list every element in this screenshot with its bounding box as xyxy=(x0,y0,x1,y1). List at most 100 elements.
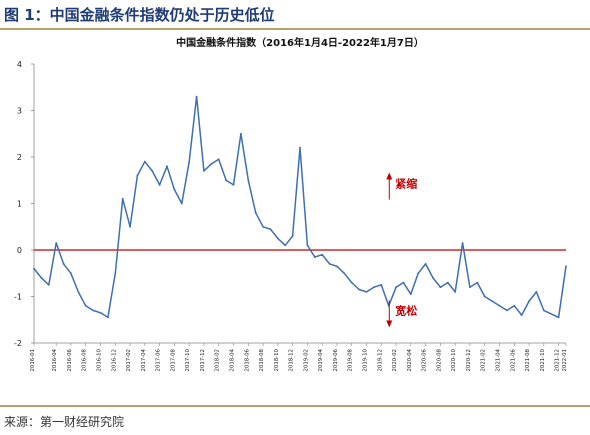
data-point xyxy=(210,163,213,165)
data-point xyxy=(439,286,442,289)
data-point xyxy=(528,300,530,302)
figure-title: 图 1：中国金融条件指数仍处于历史低位 xyxy=(4,6,275,24)
x-tick-label: 2021-02 xyxy=(481,349,487,372)
data-point xyxy=(373,286,375,289)
x-tick-label: 2021-12 xyxy=(555,349,561,372)
x-tick-label: 2017-10 xyxy=(185,348,191,371)
data-point xyxy=(476,281,479,284)
data-point xyxy=(55,242,58,244)
x-tick-label: 2020-04 xyxy=(407,348,413,371)
data-point xyxy=(446,281,449,284)
x-tick-label: 2022-01 xyxy=(562,349,568,372)
data-point xyxy=(99,311,102,314)
y-tick-label: 1 xyxy=(17,200,22,209)
data-point xyxy=(188,160,191,163)
y-tick-label: 2 xyxy=(17,153,22,162)
line-chart: 中国金融条件指数（2016年1月4日-2022年1月7日） -2 -1 0 1 2 3 4 2… xyxy=(14,36,568,372)
x-tick-label: 2021-06 xyxy=(510,348,516,371)
data-point xyxy=(306,244,309,247)
x-tick-label: 2016-06 xyxy=(67,348,73,371)
data-point xyxy=(365,291,368,293)
x-tick-label: 2017-02 xyxy=(126,349,132,372)
data-point xyxy=(284,244,287,247)
x-tick-label: 2021-04 xyxy=(496,348,502,371)
data-point xyxy=(254,211,257,214)
data-point xyxy=(232,184,235,186)
data-point xyxy=(542,309,545,312)
data-point xyxy=(40,277,43,279)
data-point xyxy=(173,188,176,191)
data-point xyxy=(498,304,501,307)
x-tick-label: 2019-10 xyxy=(363,348,369,371)
data-point xyxy=(557,316,560,319)
data-point xyxy=(313,256,316,258)
easing-arrow-head xyxy=(386,320,393,328)
x-tick-label: 2018-04 xyxy=(230,348,236,371)
x-tick-label: 2018-08 xyxy=(259,348,265,371)
data-point xyxy=(217,158,220,161)
x-tick-label: 2016-04 xyxy=(52,348,58,371)
data-point xyxy=(343,272,346,275)
x-tick-label: 2017-12 xyxy=(200,349,206,372)
data-point xyxy=(247,179,250,182)
data-point xyxy=(299,146,301,149)
series-line xyxy=(33,95,567,319)
x-tick-label: 2018-06 xyxy=(244,348,250,371)
data-point xyxy=(520,314,523,316)
data-point xyxy=(469,286,471,289)
y-tick-label: 4 xyxy=(17,60,22,69)
data-point xyxy=(166,165,168,168)
figure-footer: 来源：第一财经研究院 xyxy=(0,405,590,435)
y-tick-label: 0 xyxy=(17,246,22,255)
data-point xyxy=(225,179,228,182)
x-tick-label: 2019-06 xyxy=(333,348,339,371)
data-point xyxy=(336,265,338,268)
data-point xyxy=(402,281,405,284)
x-tick-label: 2017-06 xyxy=(156,348,162,371)
x-tick-label: 2021-08 xyxy=(525,348,531,371)
data-point xyxy=(33,267,35,270)
tightening-arrow-head xyxy=(386,172,393,180)
x-tick-label: 2019-04 xyxy=(318,348,324,371)
figure-header: 图 1：中国金融条件指数仍处于历史低位 xyxy=(0,0,590,30)
x-tick-label: 2016-08 xyxy=(82,348,88,371)
data-point xyxy=(262,225,264,228)
data-point xyxy=(424,263,427,265)
data-point xyxy=(417,272,420,275)
x-tick-label: 2019-02 xyxy=(303,349,309,372)
tightening-label: 紧缩 xyxy=(395,177,417,191)
data-point xyxy=(136,174,139,177)
data-point xyxy=(513,304,516,307)
data-point xyxy=(395,286,397,289)
data-point xyxy=(121,197,124,200)
data-point xyxy=(291,235,294,238)
data-point xyxy=(454,291,457,293)
x-tick-label: 2017-04 xyxy=(141,348,147,371)
x-tick-label: 2020-08 xyxy=(436,348,442,371)
data-point xyxy=(358,288,360,291)
y-tick-label: -2 xyxy=(14,339,22,348)
figure-source: 来源：第一财经研究院 xyxy=(4,415,125,429)
data-point xyxy=(92,309,94,312)
data-point xyxy=(84,304,87,307)
data-point xyxy=(114,272,117,275)
data-point xyxy=(70,272,72,275)
data-point xyxy=(180,202,183,205)
data-point xyxy=(350,281,353,284)
data-point xyxy=(47,284,50,286)
data-point xyxy=(380,284,383,286)
data-point xyxy=(276,237,279,240)
data-point xyxy=(195,95,198,98)
data-point xyxy=(483,295,486,298)
chart-title: 中国金融条件指数（2016年1月4日-2022年1月7日） xyxy=(176,36,424,49)
data-point xyxy=(506,309,508,312)
x-tick-label: 2016-12 xyxy=(111,349,117,372)
x-tick-label: 2020-06 xyxy=(422,348,428,371)
y-tick-label: -1 xyxy=(14,293,22,302)
data-point xyxy=(62,263,65,265)
x-tick-label: 2016-10 xyxy=(97,348,103,371)
data-point xyxy=(151,170,154,172)
x-tick-label: 2019-12 xyxy=(377,349,383,372)
data-point xyxy=(158,184,161,186)
